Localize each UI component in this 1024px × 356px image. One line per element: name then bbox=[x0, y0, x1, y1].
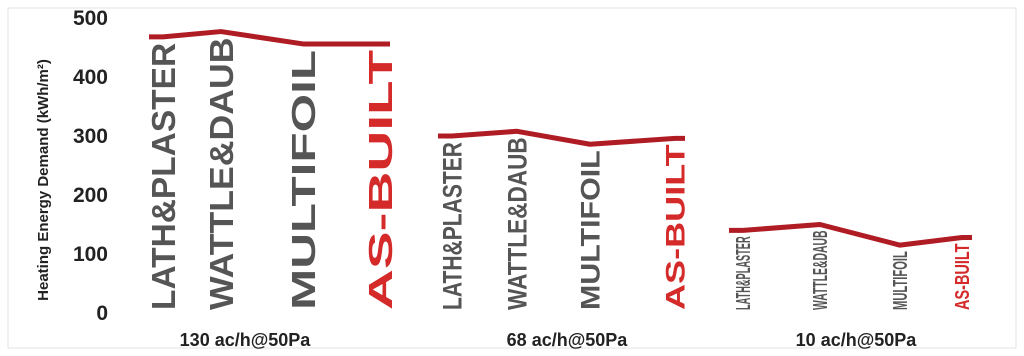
bar-label: AS-BUILT bbox=[661, 144, 691, 310]
bar-label: WATTLE&DAUB bbox=[503, 137, 533, 310]
series-line bbox=[149, 29, 390, 47]
bar-label: AS-BUILT bbox=[362, 50, 399, 310]
y-tick-label: 0 bbox=[96, 302, 108, 325]
bar-label: WATTLE&DAUB bbox=[203, 38, 240, 310]
bar-label: MULTIFOIL bbox=[576, 150, 606, 310]
y-tick-label: 200 bbox=[73, 184, 108, 207]
x-category-labels: 130 ac/h@50Pa 68 ac/h@50Pa 10 ac/h@50Pa bbox=[180, 330, 918, 350]
chart-frame bbox=[7, 7, 1017, 349]
x-category-label: 68 ac/h@50Pa bbox=[507, 330, 629, 350]
bar-labels: LATH&PLASTER WATTLE&DAUB MULTIFOIL AS-BUILT… bbox=[145, 38, 974, 310]
y-axis-label: Heating Energy Demand (kWh/m²) bbox=[35, 59, 52, 301]
series-line bbox=[729, 222, 972, 248]
bar-label: LATH&PLASTER bbox=[438, 142, 468, 310]
series-line bbox=[438, 128, 685, 147]
y-tick-label: 300 bbox=[73, 125, 108, 148]
series-lines bbox=[149, 29, 972, 248]
y-tick-label: 500 bbox=[73, 7, 108, 30]
y-tick-label: 400 bbox=[73, 66, 108, 89]
y-tick-labels: 0 100 200 300 400 500 bbox=[73, 7, 108, 325]
x-category-label: 10 ac/h@50Pa bbox=[796, 330, 918, 350]
bar-label: LATH&PLASTER bbox=[733, 236, 755, 310]
bar-label: AS-BUILT bbox=[952, 243, 974, 310]
x-category-label: 130 ac/h@50Pa bbox=[180, 330, 312, 350]
bar-label: MULTIFOIL bbox=[285, 50, 322, 310]
bar-label: MULTIFOIL bbox=[890, 251, 912, 310]
bar-label: WATTLE&DAUB bbox=[810, 231, 832, 311]
y-tick-label: 100 bbox=[73, 243, 108, 266]
bar-label: LATH&PLASTER bbox=[145, 43, 182, 310]
